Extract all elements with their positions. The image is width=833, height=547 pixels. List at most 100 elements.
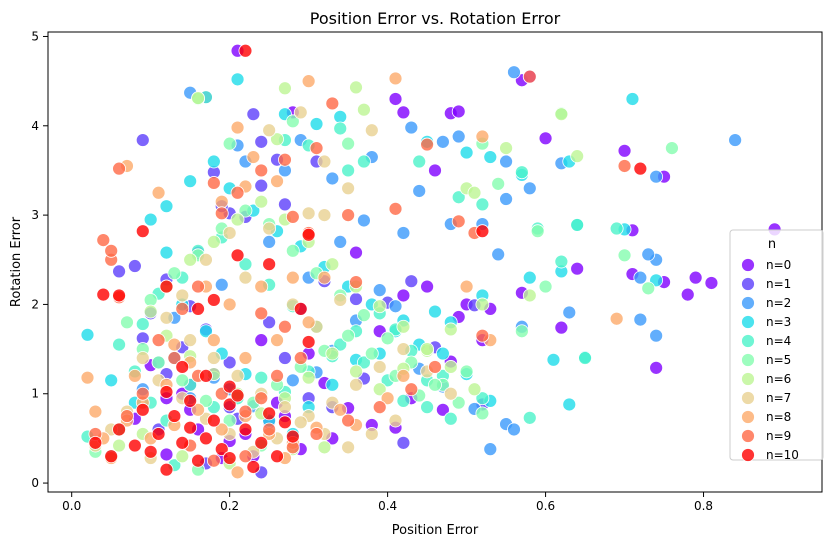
data-point: [285, 429, 300, 444]
data-point: [262, 257, 277, 272]
legend-marker: [741, 296, 755, 310]
data-point: [341, 413, 356, 428]
data-point: [135, 386, 150, 401]
legend-label: n=8: [766, 410, 791, 424]
data-point: [191, 402, 205, 417]
data-point: [230, 120, 245, 135]
data-point: [467, 185, 482, 200]
legend-label: n=2: [766, 296, 791, 310]
data-point: [222, 226, 237, 240]
legend-marker: [741, 410, 755, 424]
data-point: [507, 422, 521, 437]
data-point: [262, 221, 277, 236]
data-point: [475, 406, 490, 421]
data-point: [578, 351, 592, 365]
legend-marker: [741, 372, 755, 386]
y-axis-ticks: 0 1 2 3 4 5: [31, 29, 48, 490]
data-point: [522, 181, 537, 196]
data-point: [688, 270, 703, 285]
data-point: [380, 391, 395, 406]
data-point: [428, 304, 442, 319]
data-point: [317, 154, 332, 169]
data-point: [317, 440, 332, 455]
x-tick-label: 0.2: [220, 499, 239, 513]
legend-marker: [741, 391, 755, 405]
data-point: [341, 136, 356, 151]
x-tick-label: 0.0: [62, 499, 81, 513]
legend-title: n: [768, 237, 776, 252]
data-point: [262, 235, 277, 249]
data-point: [238, 351, 253, 365]
legend-label: n=4: [766, 334, 791, 348]
data-point: [285, 209, 300, 224]
data-point: [364, 123, 379, 138]
legend-items: n=0 n=1 n=2 n=3 n=4 n=5 n=6 n=7 n=8 n=9 n=10: [741, 258, 799, 462]
data-point: [451, 214, 466, 229]
data-point: [435, 402, 450, 417]
data-point: [151, 333, 166, 348]
data-point: [191, 279, 205, 294]
data-point: [538, 279, 553, 294]
data-point: [325, 257, 340, 272]
data-point: [238, 422, 253, 437]
data-point: [285, 114, 300, 129]
data-point: [135, 402, 150, 417]
data-point: [214, 422, 229, 437]
data-point: [396, 319, 411, 334]
data-point: [570, 261, 585, 276]
data-point: [278, 319, 292, 334]
data-point: [135, 133, 150, 147]
data-point: [499, 192, 513, 206]
chart-title: Position Error vs. Rotation Error: [310, 9, 561, 28]
data-point: [617, 143, 632, 158]
data-point: [333, 293, 348, 307]
data-point: [649, 328, 664, 343]
data-point: [278, 400, 292, 415]
data-point: [254, 163, 269, 178]
data-point: [341, 328, 356, 343]
data-point: [159, 279, 174, 294]
data-point: [514, 165, 529, 180]
data-point: [301, 315, 316, 330]
data-point: [104, 243, 119, 258]
data-point: [175, 288, 190, 303]
data-point: [357, 213, 371, 228]
data-point: [254, 279, 269, 294]
data-point: [151, 427, 166, 441]
data-point: [364, 427, 379, 441]
data-point: [127, 259, 142, 273]
data-point: [372, 360, 387, 374]
data-point: [120, 315, 134, 330]
data-point: [333, 337, 348, 352]
data-point: [135, 351, 150, 365]
data-point: [301, 227, 316, 242]
data-point: [522, 69, 537, 84]
data-point: [159, 199, 174, 214]
data-point: [183, 393, 198, 408]
data-point: [380, 331, 395, 346]
data-point: [349, 275, 363, 289]
data-point: [246, 107, 261, 122]
data-point: [443, 360, 458, 374]
data-point: [104, 449, 119, 464]
data-point: [214, 206, 229, 221]
data-point: [443, 411, 458, 426]
data-point: [349, 80, 363, 95]
data-point: [270, 132, 284, 147]
data-point: [459, 364, 474, 379]
data-point: [206, 413, 221, 428]
data-point: [112, 264, 126, 279]
data-point: [183, 420, 198, 435]
data-point: [135, 224, 150, 239]
data-point: [254, 194, 269, 209]
data-point: [483, 442, 498, 457]
data-point: [183, 333, 198, 348]
data-point: [293, 301, 308, 316]
data-point: [301, 335, 316, 349]
data-point: [278, 415, 292, 430]
data-point: [396, 368, 411, 383]
data-point: [554, 320, 569, 335]
data-point: [230, 248, 245, 263]
plot-area: [80, 43, 782, 480]
data-point: [309, 141, 324, 156]
